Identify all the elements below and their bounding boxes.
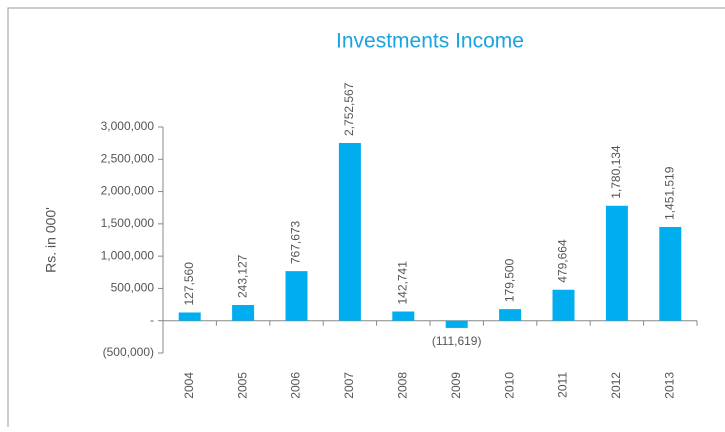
- bar: [552, 289, 575, 321]
- x-tick-label: 2008: [395, 372, 409, 399]
- x-tick-label: 2006: [289, 372, 303, 399]
- data-label: 479,664: [556, 239, 570, 283]
- bar: [659, 226, 682, 321]
- x-tick-label: 2012: [609, 372, 623, 399]
- data-label: 142,741: [395, 261, 409, 305]
- data-label: (111,619): [432, 334, 482, 348]
- bar: [499, 309, 522, 321]
- x-tick-label: 2009: [449, 372, 463, 399]
- bar: [232, 305, 255, 321]
- y-tick-label: 1,500,000: [101, 216, 155, 230]
- y-tick-label: 500,000: [111, 281, 155, 295]
- data-label: 127,560: [182, 262, 196, 306]
- x-tick-label: 2013: [662, 372, 676, 399]
- bar: [178, 312, 201, 321]
- bar: [445, 320, 468, 328]
- data-label: 2,752,567: [342, 82, 356, 136]
- bar: [338, 142, 361, 321]
- chart-title: Investments Income: [336, 30, 524, 53]
- y-tick-label: 3,000,000: [101, 119, 155, 133]
- data-label: 1,451,519: [662, 166, 676, 220]
- x-tick-label: 2005: [235, 372, 249, 399]
- x-tick-label: 2010: [502, 372, 516, 399]
- bar: [285, 271, 308, 321]
- y-axis-label: Rs. in 000': [43, 207, 59, 273]
- data-label: 1,780,134: [609, 145, 623, 199]
- data-label: 179,500: [502, 258, 516, 302]
- bar: [605, 205, 628, 321]
- frame: [7, 7, 725, 427]
- x-tick-label: 2007: [342, 372, 356, 399]
- y-tick-label: -: [150, 313, 154, 327]
- bar: [392, 311, 415, 321]
- y-tick-label: 2,500,000: [101, 151, 155, 165]
- data-label: 243,127: [235, 254, 249, 298]
- y-tick-label: 2,000,000: [101, 184, 155, 198]
- y-tick-label: (500,000): [103, 345, 154, 359]
- data-label: 767,673: [289, 220, 303, 264]
- x-tick-label: 2004: [182, 372, 196, 399]
- y-tick-label: 1,000,000: [101, 248, 155, 262]
- x-tick-label: 2011: [556, 372, 570, 398]
